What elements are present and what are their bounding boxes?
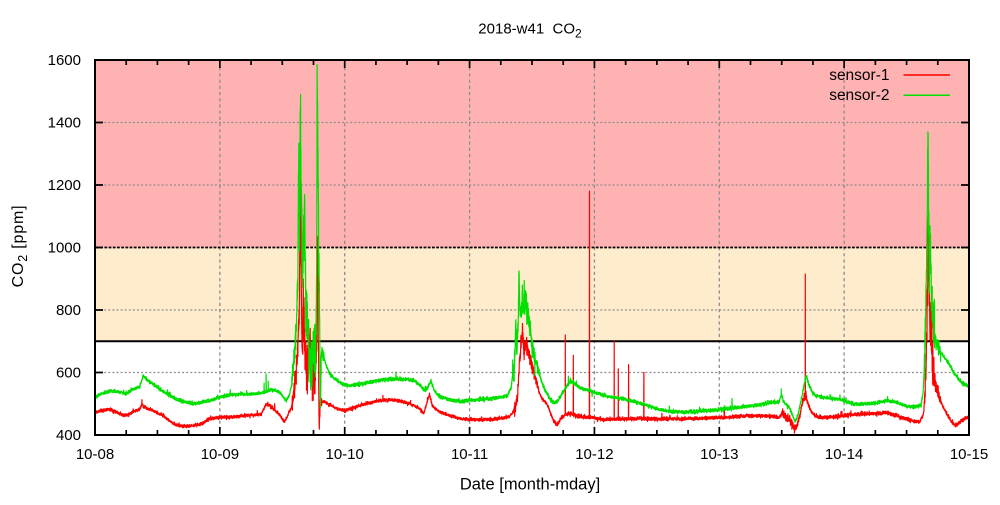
- svg-text:1400: 1400: [48, 115, 81, 132]
- svg-text:1600: 1600: [48, 52, 81, 69]
- svg-text:sensor-2: sensor-2: [829, 87, 889, 104]
- svg-text:10-11: 10-11: [451, 446, 488, 463]
- svg-text:800: 800: [56, 302, 81, 319]
- svg-text:10-15: 10-15: [950, 446, 988, 463]
- svg-text:1200: 1200: [48, 177, 81, 194]
- svg-text:10-14: 10-14: [825, 446, 863, 463]
- svg-text:1000: 1000: [48, 240, 81, 257]
- svg-text:10-12: 10-12: [575, 446, 613, 463]
- svg-text:10-08: 10-08: [76, 446, 114, 463]
- svg-text:10-09: 10-09: [201, 446, 239, 463]
- svg-text:CO2 [ppm]: CO2 [ppm]: [10, 205, 30, 288]
- svg-text:600: 600: [56, 365, 81, 382]
- svg-text:2018-w41 CO2: 2018-w41 CO2: [478, 21, 582, 41]
- svg-text:10-10: 10-10: [326, 446, 364, 463]
- svg-text:400: 400: [56, 427, 81, 444]
- svg-text:Date [month-mday]: Date [month-mday]: [460, 476, 600, 494]
- svg-text:sensor-1: sensor-1: [829, 67, 889, 84]
- svg-text:10-13: 10-13: [700, 446, 738, 463]
